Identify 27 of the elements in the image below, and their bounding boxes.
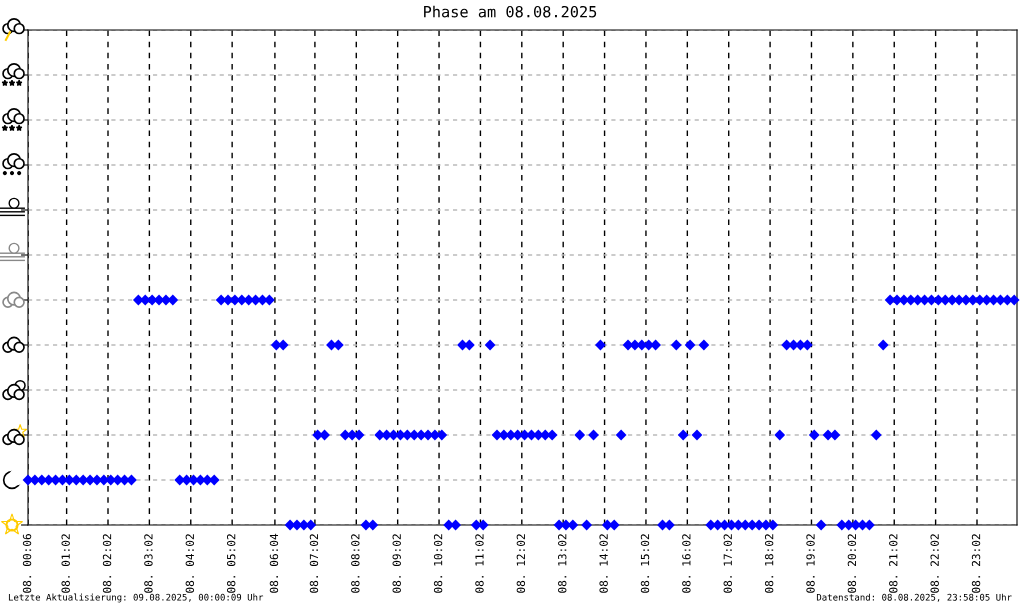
x-tick-label: 08. 21:02 <box>889 534 898 593</box>
chart-title: Phase am 08.08.2025 <box>424 5 597 18</box>
x-tick-label: 08. 08:02 <box>351 534 360 593</box>
text: Letzte Aktualisierung: 09.08.2025, 00:00:09 Uhr <box>8 593 264 603</box>
x-tick-label: 08. 17:02 <box>723 534 732 593</box>
x-tick-label: 08. 11:02 <box>475 534 484 593</box>
x-tick-label: 08. 13:02 <box>558 534 567 593</box>
x-tick-label: 08. 18:02 <box>764 534 774 593</box>
x-tick-label: 08. 22:02 <box>930 534 939 593</box>
x-tick-label: 08. 04:02 <box>185 534 195 593</box>
x-tick-label: 08. 00:06 <box>22 534 32 593</box>
x-tick-label: 08. 19:02 <box>806 534 815 593</box>
x-tick-label: 08. 12:02 <box>516 534 526 593</box>
x-tick-label: 08. 09:02 <box>392 534 401 593</box>
x-tick-label: 08. 05:02 <box>226 534 236 593</box>
x-tick-label: 08. 20:02 <box>847 534 857 593</box>
x-tick-label: 08. 10:02 <box>433 534 443 593</box>
text: Datenstand: 08.08.2025, 23:58:05 Uhr <box>816 593 1012 602</box>
x-tick-label: 08. 14:02 <box>599 534 608 593</box>
x-tick-label: 08. 15:02 <box>640 534 650 593</box>
x-tick-label: 08. 03:02 <box>144 534 153 593</box>
x-tick-label: 08. 23:02 <box>971 534 981 593</box>
x-tick-label: 08. 02:02 <box>102 534 112 593</box>
x-tick-label: 08. 01:02 <box>61 534 70 593</box>
x-tick-label: 08. 16:02 <box>682 534 691 593</box>
x-tick-label: 08. 06:04 <box>269 533 279 593</box>
x-tick-label: 08. 07:02 <box>309 534 319 593</box>
